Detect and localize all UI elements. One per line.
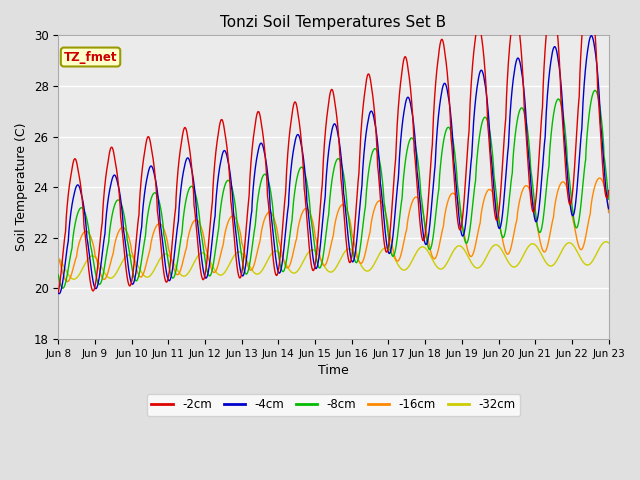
Text: TZ_fmet: TZ_fmet (64, 50, 117, 63)
Title: Tonzi Soil Temperatures Set B: Tonzi Soil Temperatures Set B (220, 15, 447, 30)
X-axis label: Time: Time (318, 364, 349, 377)
Y-axis label: Soil Temperature (C): Soil Temperature (C) (15, 123, 28, 252)
Legend: -2cm, -4cm, -8cm, -16cm, -32cm: -2cm, -4cm, -8cm, -16cm, -32cm (147, 394, 520, 416)
